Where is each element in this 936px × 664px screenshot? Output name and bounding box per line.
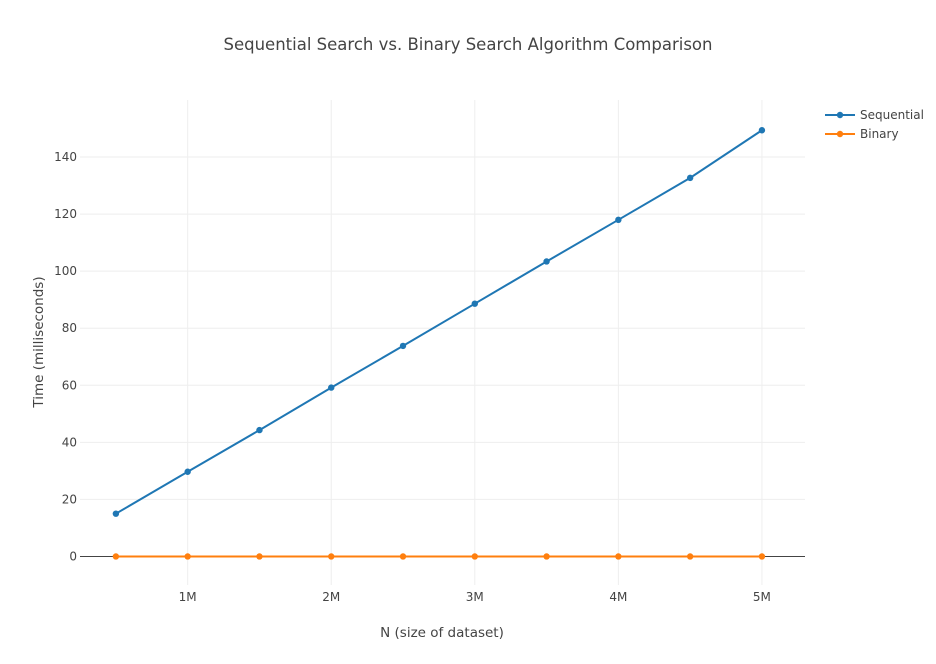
data-point-sequential[interactable] — [758, 127, 766, 134]
y-axis-title: Time (milliseconds) — [31, 276, 47, 408]
data-point-binary[interactable] — [471, 553, 479, 560]
data-point-binary[interactable] — [399, 553, 407, 560]
data-point-binary[interactable] — [184, 553, 191, 560]
data-point-sequential[interactable] — [686, 174, 694, 182]
data-point-binary[interactable] — [615, 553, 622, 560]
data-point-sequential[interactable] — [543, 258, 550, 265]
series-binary[interactable] — [112, 553, 766, 560]
y-tick-label: 0 — [69, 549, 77, 563]
legend-label: Sequential — [860, 108, 924, 122]
series-line-sequential[interactable] — [115, 129, 763, 515]
legend-item-sequential[interactable]: Sequential — [825, 108, 924, 122]
x-tick-label: 1M — [179, 590, 197, 604]
series-sequential[interactable] — [112, 127, 766, 517]
data-point-binary[interactable] — [256, 553, 263, 560]
y-tick-label: 80 — [62, 321, 77, 335]
y-tick-label: 120 — [54, 207, 77, 221]
x-axis-title: N (size of dataset) — [380, 625, 504, 641]
y-tick-label: 40 — [62, 435, 77, 449]
series-layer — [112, 127, 766, 560]
data-point-binary[interactable] — [112, 553, 120, 560]
data-point-sequential[interactable] — [256, 426, 263, 434]
x-tick-label: 3M — [466, 590, 484, 604]
legend-item-binary[interactable]: Binary — [825, 127, 899, 141]
data-point-binary[interactable] — [758, 553, 766, 560]
data-point-sequential[interactable] — [328, 384, 335, 391]
chart-title: Sequential Search vs. Binary Search Algo… — [224, 35, 713, 54]
y-tick-label: 20 — [62, 492, 77, 506]
y-tick-label: 140 — [54, 150, 77, 164]
data-point-binary[interactable] — [543, 553, 550, 560]
x-tick-label: 4M — [609, 590, 627, 604]
y-tick-label: 60 — [62, 378, 77, 392]
data-point-binary[interactable] — [686, 553, 694, 560]
legend-swatch-marker — [836, 130, 844, 138]
axes-layer: 1M 2M 3M 4M 5M 0 20 40 60 80 100 120 140 — [54, 150, 771, 604]
legend-swatch-marker — [836, 111, 844, 119]
data-point-sequential[interactable] — [615, 216, 622, 224]
x-tick-label: 5M — [753, 590, 771, 604]
data-point-sequential[interactable] — [112, 510, 120, 517]
legend[interactable]: Sequential Binary — [825, 108, 924, 141]
x-tick-label: 2M — [322, 590, 340, 604]
legend-label: Binary — [860, 127, 899, 141]
data-point-sequential[interactable] — [471, 300, 479, 307]
y-tick-label: 100 — [54, 264, 77, 278]
data-point-sequential[interactable] — [184, 468, 191, 475]
data-point-sequential[interactable] — [399, 342, 407, 350]
data-point-binary[interactable] — [328, 553, 335, 560]
